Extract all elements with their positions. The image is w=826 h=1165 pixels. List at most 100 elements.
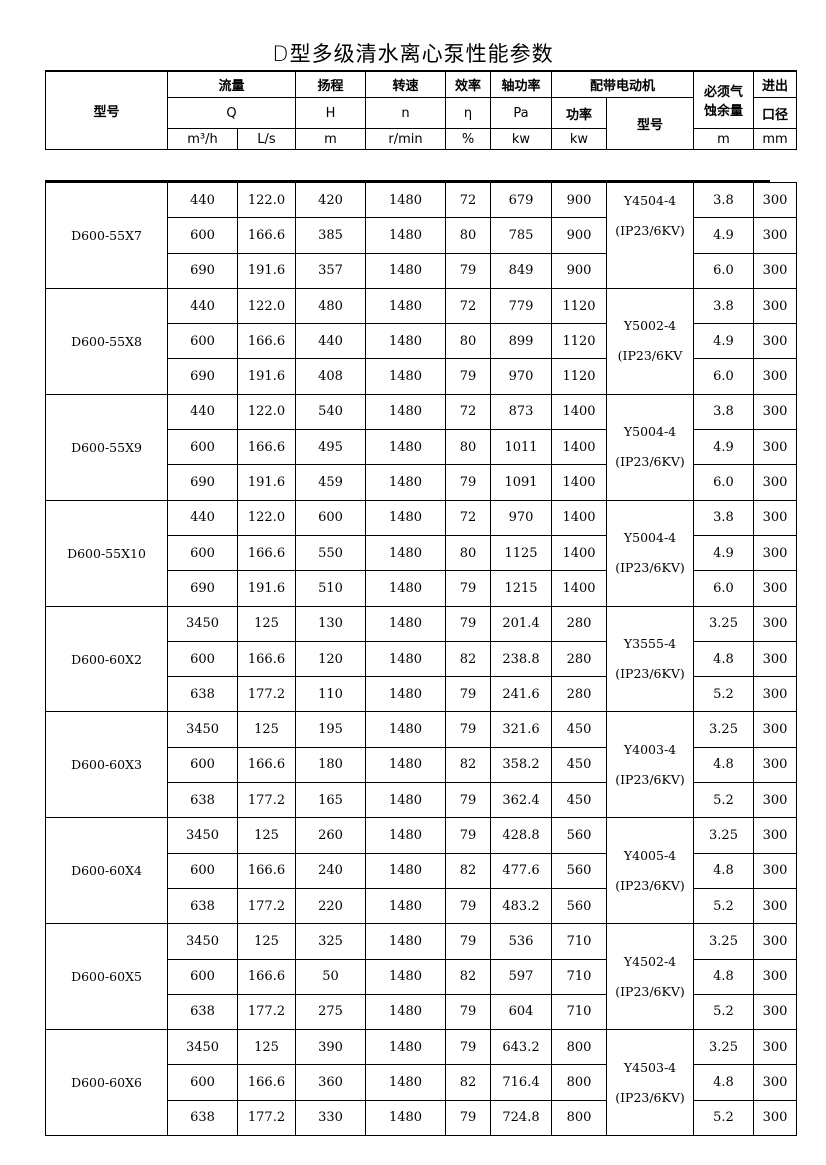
shaft-power-cell: 873 — [490, 393, 552, 431]
speed-cell: 1480 — [365, 499, 446, 536]
efficiency-cell: 72 — [445, 181, 491, 219]
shaft-power-cell: 604 — [490, 993, 552, 1031]
table-row: 690 191.6 510 1480 79 1215 1400 6.0 300 — [46, 570, 797, 607]
motor-power-cell: 560 — [551, 817, 607, 854]
npsh-cell: 3.8 — [693, 393, 754, 431]
flow-m3h-cell: 600 — [167, 852, 238, 889]
flow-ls-cell: 166.6 — [237, 958, 296, 995]
head-cell: 385 — [295, 217, 366, 254]
efficiency-cell: 79 — [445, 923, 491, 960]
flow-m3h-cell: 690 — [167, 464, 238, 501]
motor-spec: (IP23/6KV — [617, 348, 683, 364]
speed-unit: r/min — [365, 128, 446, 150]
eff-unit: % — [445, 128, 491, 150]
npsh-cell: 4.8 — [693, 640, 754, 678]
motor-power-cell: 800 — [551, 1064, 607, 1101]
table-row: 600 166.6 550 1480 80 1125 1400 4.9 300 — [46, 534, 797, 572]
diameter-cell: 300 — [753, 393, 797, 431]
diameter-cell: 300 — [753, 1029, 797, 1066]
head-cell: 50 — [295, 958, 366, 995]
head-cell: 240 — [295, 852, 366, 889]
motor-power-cell: 1120 — [551, 287, 607, 325]
motor-type: Y4003-4 — [623, 741, 677, 757]
motor-type: Y5004-4 — [623, 424, 677, 440]
page-title: D型多级清水离心泵性能参数 — [272, 42, 554, 66]
table-row: D600-55X10 440 122.0 600 1480 72 970 1400 Y5004-… — [45, 499, 797, 607]
shaft-power-cell: 597 — [490, 958, 552, 995]
shaft-power-cell: 358.2 — [490, 746, 552, 784]
speed-cell: 1480 — [365, 287, 446, 325]
flow-ls-cell: 191.6 — [237, 464, 296, 501]
flow-ls-cell: 125 — [237, 605, 296, 642]
head-cell: 550 — [295, 534, 366, 572]
data-table: D600-55X7 440 122.0 420 1480 72 679 900 Y4504-4(… — [45, 181, 797, 1137]
col-dia-1: 进出 — [753, 70, 797, 98]
diameter-cell: 300 — [753, 1099, 797, 1137]
motor-power-cell: 280 — [551, 640, 607, 678]
flow-m3h-cell: 638 — [167, 676, 238, 713]
npsh-cell: 5.2 — [693, 887, 754, 925]
model-cell: D600-60X6 — [45, 1029, 168, 1137]
speed-cell: 1480 — [365, 605, 446, 642]
table-row: D600-60X4 3450 125 260 1480 79 428.8 560 Y4005-4… — [45, 817, 797, 925]
flow-m3h-cell: 600 — [167, 429, 238, 466]
motor-type: Y4005-4 — [623, 847, 677, 863]
motor-power-cell: 800 — [551, 1099, 607, 1137]
speed-symbol: n — [365, 97, 446, 129]
flow-m3h-cell: 638 — [167, 993, 238, 1031]
speed-cell: 1480 — [365, 358, 446, 395]
npsh-cell: 4.8 — [693, 746, 754, 784]
motor-spec: (IP23/6KV) — [615, 877, 685, 893]
npsh-cell: 4.8 — [693, 852, 754, 889]
shaft-power-cell: 238.8 — [490, 640, 552, 678]
efficiency-cell: 72 — [445, 393, 491, 431]
motor-power-cell: 1400 — [551, 534, 607, 572]
table-row: D600-55X7 440 122.0 420 1480 72 679 900 Y4504-4(… — [45, 181, 797, 289]
npsh-cell: 6.0 — [693, 464, 754, 501]
head-cell: 495 — [295, 429, 366, 466]
motor-power-cell: 710 — [551, 958, 607, 995]
npsh-cell: 5.2 — [693, 676, 754, 713]
shaft-power-cell: 970 — [490, 499, 552, 536]
npsh-cell: 3.8 — [693, 287, 754, 325]
efficiency-cell: 79 — [445, 570, 491, 607]
flow-m3h-cell: 690 — [167, 252, 238, 289]
diameter-cell: 300 — [753, 217, 797, 254]
head-cell: 165 — [295, 782, 366, 819]
flow-m3h-cell: 690 — [167, 358, 238, 395]
efficiency-cell: 72 — [445, 499, 491, 536]
table-row: D600-60X5 3450 125 325 1480 79 536 710 Y4502-4 (I… — [45, 923, 797, 1031]
speed-cell: 1480 — [365, 1064, 446, 1101]
flow-m3h-cell: 600 — [167, 958, 238, 995]
flow-m3h-cell: 600 — [167, 746, 238, 784]
diameter-cell: 300 — [753, 887, 797, 925]
efficiency-cell: 79 — [445, 817, 491, 854]
motor-spec: (IP23/6KV) — [615, 983, 685, 999]
diameter-cell: 300 — [753, 287, 797, 325]
flow-ls-cell: 191.6 — [237, 252, 296, 289]
head-cell: 180 — [295, 746, 366, 784]
head-cell: 325 — [295, 923, 366, 960]
motor-power-unit: kw — [551, 128, 607, 150]
npsh-cell: 4.8 — [693, 958, 754, 995]
efficiency-cell: 79 — [445, 782, 491, 819]
flow-m3h-cell: 3450 — [167, 817, 238, 854]
flow-ls-cell: 166.6 — [237, 323, 296, 360]
npsh-cell: 3.25 — [693, 711, 754, 748]
motor-type: Y4502-4 — [623, 953, 677, 969]
model-cell: D600-55X7 — [45, 182, 168, 289]
efficiency-cell: 80 — [445, 323, 491, 360]
flow-ls-cell: 166.6 — [237, 217, 296, 254]
flow-m3h-cell: 600 — [167, 323, 238, 360]
shaft-power-cell: 1125 — [490, 534, 552, 572]
flow-m3h-cell: 638 — [167, 887, 238, 925]
speed-cell: 1480 — [365, 464, 446, 501]
motor-model-cell: Y4502-4 (IP23/6KV) — [606, 923, 694, 1031]
flow-ls-cell: 166.6 — [237, 429, 296, 466]
flow-ls-cell: 166.6 — [237, 534, 296, 572]
speed-cell: 1480 — [365, 323, 446, 360]
diameter-cell: 300 — [753, 640, 797, 678]
model-cell: D600-55X8 — [45, 287, 168, 395]
motor-power-cell: 1400 — [551, 429, 607, 466]
table-row: D600-60X6 3450 125 390 1480 79 643.2 800 Y4503-4… — [45, 1029, 797, 1137]
